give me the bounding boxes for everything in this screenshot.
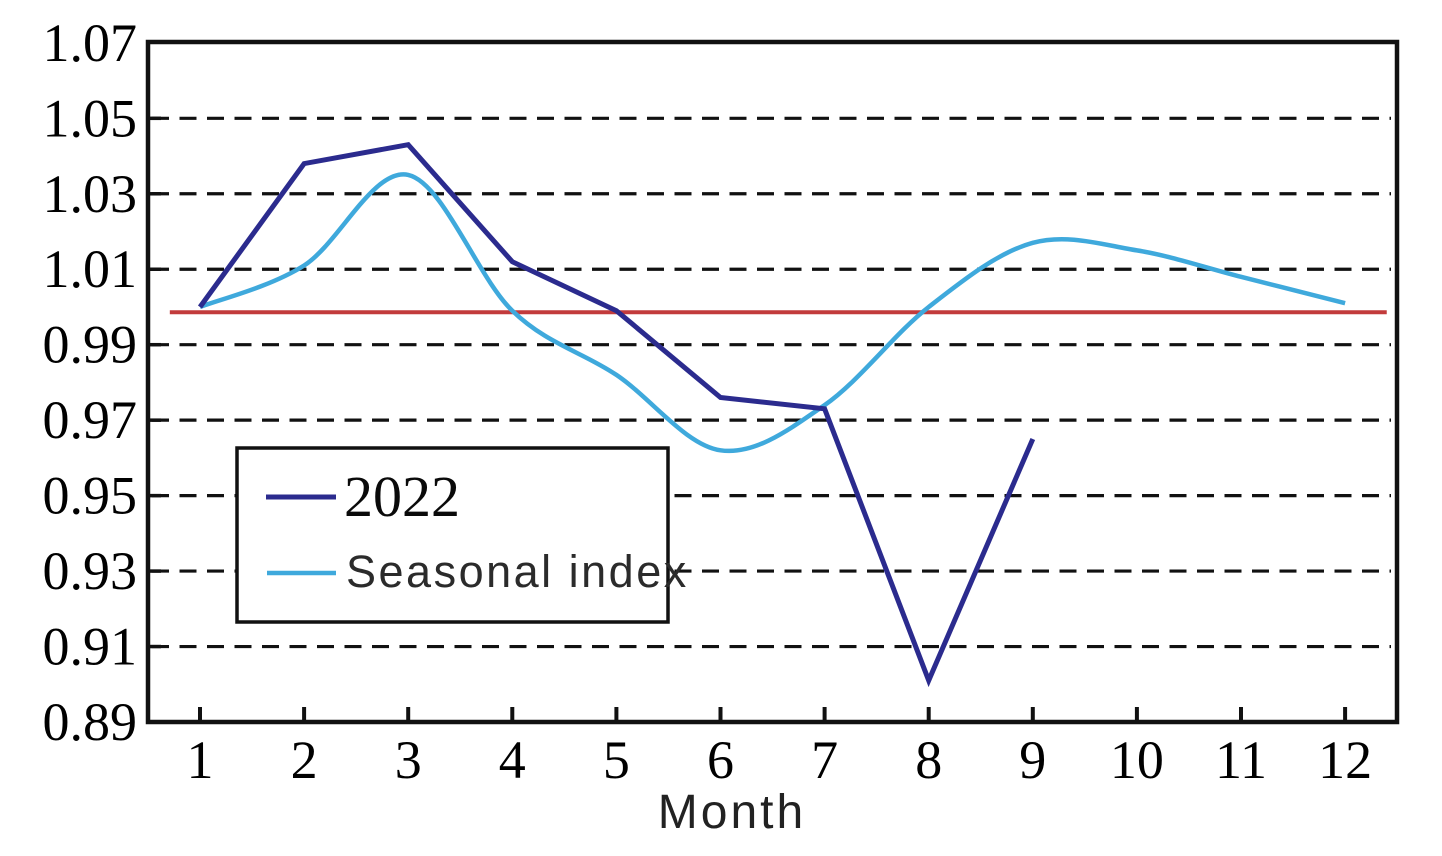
x-tick-label: 8 [915,730,942,790]
y-axis-labels: 1.07 1.05 1.03 1.01 0.99 0.97 0.95 0.93 0.91 0.89 [43,13,138,752]
series-2022-line [197,141,1036,688]
x-axis-labels: 1 2 3 4 5 6 7 8 9 10 11 12 [187,730,1373,790]
x-axis-title: Month [658,786,806,839]
legend: 2022 Seasonal index [235,446,689,624]
y-tick-label: 0.95 [43,466,138,526]
y-tick-label: 1.05 [43,88,138,148]
y-tick-label: 0.93 [43,541,138,601]
x-tick-label: 6 [707,730,734,790]
x-tick-label: 7 [811,730,838,790]
x-tick-label: 1 [187,730,214,790]
x-tick-label: 5 [603,730,630,790]
y-tick-label: 0.89 [43,692,138,752]
legend-2022-label: 2022 [344,464,460,529]
x-tick-label: 3 [395,730,422,790]
seasonal-index-line [199,172,1346,454]
x-tick-label: 2 [291,730,318,790]
y-tick-label: 0.97 [43,390,138,450]
legend-box [235,446,670,624]
y-tick-label: 0.91 [43,617,138,677]
x-tick-label: 11 [1215,730,1267,790]
x-tick-label: 9 [1019,730,1046,790]
x-axis-ticks [198,707,1348,722]
y-tick-label: 1.01 [43,239,138,299]
plot-border [145,39,1400,725]
y-tick-label: 1.07 [43,13,138,73]
x-tick-label: 12 [1318,730,1372,790]
y-tick-label: 0.99 [43,315,138,375]
legend-seasonal-label: Seasonal index [346,546,689,597]
y-tick-label: 1.03 [43,164,138,224]
x-tick-label: 10 [1110,730,1164,790]
x-tick-label: 4 [499,730,526,790]
